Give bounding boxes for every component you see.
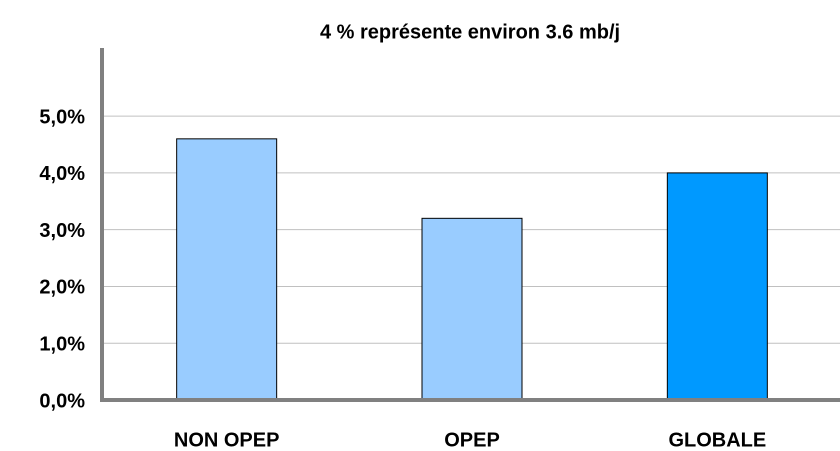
bar xyxy=(666,172,768,401)
x-tick-label: NON OPEP xyxy=(174,429,280,451)
y-tick-label: 0,0% xyxy=(39,390,85,412)
x-tick-label: GLOBALE xyxy=(668,429,766,451)
y-tick-label: 3,0% xyxy=(39,220,85,242)
y-tick-label: 1,0% xyxy=(39,334,85,356)
y-tick-label: 4,0% xyxy=(39,163,85,185)
y-tick-label: 2,0% xyxy=(39,277,85,299)
chart-title: 4 % représente environ 3.6 mb/j xyxy=(320,21,620,43)
x-tick-label: OPEP xyxy=(444,429,500,451)
bar xyxy=(176,138,278,401)
bar xyxy=(421,217,523,401)
y-tick-label: 5,0% xyxy=(39,106,85,128)
